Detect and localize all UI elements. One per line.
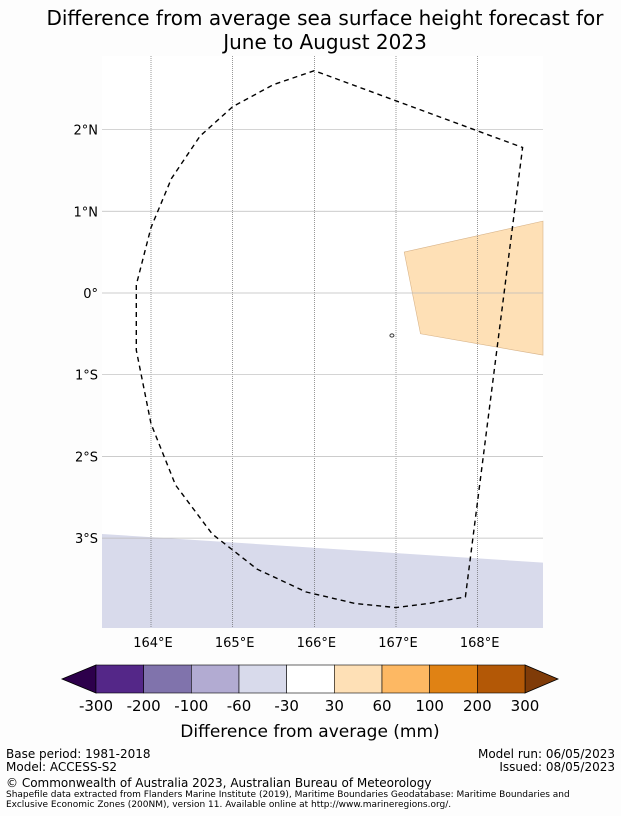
- model-run: Model run: 06/05/2023: [477, 747, 615, 761]
- colorbar-swatch: [334, 664, 383, 694]
- chart-title: Difference from average sea surface heig…: [0, 6, 621, 54]
- colorbar-swatch: [477, 664, 526, 694]
- colorbar-swatch: [381, 664, 430, 694]
- map-area[interactable]: 164°E 165°E 166°E 167°E 168°E 2°N 1°N 0° 1°S 2°S 3…: [74, 56, 544, 651]
- lat-tick-label: 2°N: [74, 124, 99, 139]
- shapefile-credit-2: Exclusive Economic Zones (200NM), versio…: [6, 800, 452, 810]
- colorbar-tick-label: -60: [227, 697, 252, 715]
- lon-tick-label: 164°E: [133, 636, 173, 651]
- colorbar-tick-label: 100: [415, 697, 444, 715]
- lat-tick-label: 0°: [83, 287, 98, 302]
- lon-tick-label: 165°E: [215, 636, 255, 651]
- colorbar-swatch: [191, 664, 240, 694]
- colorbar-tick-label: 60: [372, 697, 391, 715]
- colorbar-tick-label: -300: [79, 697, 113, 715]
- anomaly-region: [102, 534, 543, 628]
- issued-date: Issued: 08/05/2023: [499, 760, 615, 774]
- title-line-1: Difference from average sea surface heig…: [46, 6, 604, 30]
- colorbar-under-arrow: [60, 664, 97, 694]
- colorbar: -300 -200 -100 -60 -30 30 60 100 200 300 Differenc…: [60, 664, 560, 742]
- shapefile-credit-1: Shapefile data extracted from Flanders M…: [6, 790, 570, 800]
- colorbar-swatch: [286, 664, 335, 694]
- lat-tick-label: 3°S: [75, 532, 98, 547]
- title-line-2: June to August 2023: [223, 30, 427, 54]
- lat-tick-label: 1°N: [74, 205, 99, 220]
- colorbar-tick-label: 200: [463, 697, 492, 715]
- lat-tick-label: 1°S: [75, 369, 98, 384]
- lon-tick-label: 166°E: [297, 636, 337, 651]
- colorbar-tick-label: -30: [274, 697, 299, 715]
- lon-tick-label: 167°E: [378, 636, 418, 651]
- model-name: Model: ACCESS-S2: [6, 760, 118, 774]
- lon-tick-label: 168°E: [460, 636, 500, 651]
- colorbar-swatch: [143, 664, 192, 694]
- colorbar-swatch: [238, 664, 287, 694]
- colorbar-tick-label: -200: [127, 697, 161, 715]
- colorbar-over-arrow: [524, 664, 560, 694]
- colorbar-swatch: [429, 664, 478, 694]
- colorbar-swatch: [95, 664, 144, 694]
- island-marker: [389, 333, 395, 338]
- copyright: © Commonwealth of Australia 2023, Austra…: [6, 776, 432, 790]
- base-period: Base period: 1981-2018: [6, 747, 151, 761]
- colorbar-label: Difference from average (mm): [180, 722, 439, 742]
- colorbar-tick-label: -100: [174, 697, 208, 715]
- colorbar-tick-label: 300: [511, 697, 540, 715]
- colorbar-tick-label: 30: [325, 697, 344, 715]
- lat-tick-label: 2°S: [75, 450, 98, 465]
